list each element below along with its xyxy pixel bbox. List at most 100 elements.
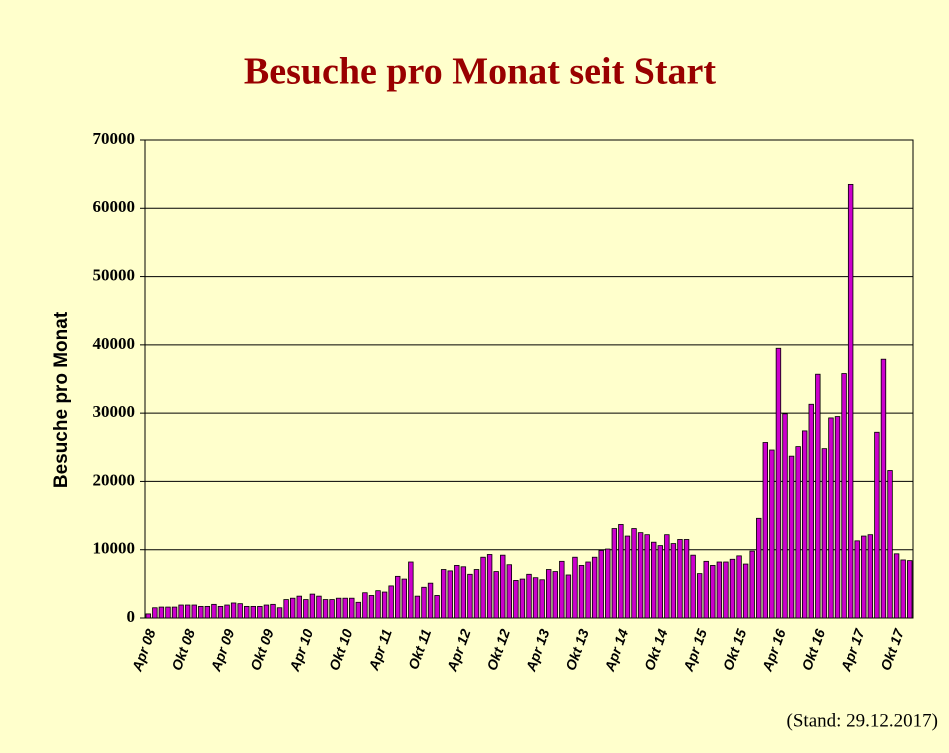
bar bbox=[861, 535, 867, 619]
bar bbox=[237, 603, 243, 619]
bar bbox=[335, 597, 342, 619]
y-tick-label: 0 bbox=[127, 607, 136, 626]
bar bbox=[368, 595, 375, 619]
bar bbox=[559, 560, 565, 619]
bar bbox=[165, 606, 171, 619]
bar bbox=[729, 558, 736, 619]
bar bbox=[152, 607, 158, 619]
bar bbox=[545, 569, 552, 619]
bar bbox=[421, 586, 427, 619]
bar bbox=[513, 580, 519, 619]
y-tick-label: 60000 bbox=[93, 197, 136, 216]
bar bbox=[775, 347, 782, 619]
bar bbox=[375, 590, 381, 619]
bar bbox=[874, 431, 880, 619]
bar bbox=[230, 602, 237, 619]
bar bbox=[821, 448, 828, 619]
bar bbox=[493, 571, 499, 619]
bar bbox=[408, 561, 414, 619]
bar bbox=[683, 539, 690, 619]
bar bbox=[526, 573, 532, 619]
bar bbox=[893, 553, 900, 619]
bar bbox=[539, 579, 545, 619]
bar bbox=[742, 563, 749, 619]
bar bbox=[637, 532, 644, 619]
bar bbox=[657, 545, 663, 619]
bar bbox=[224, 604, 230, 619]
bar bbox=[388, 585, 394, 619]
bar bbox=[756, 517, 762, 619]
bar bbox=[880, 358, 887, 619]
bar bbox=[611, 528, 618, 619]
bar bbox=[480, 556, 486, 619]
bar bbox=[618, 524, 624, 619]
bar bbox=[270, 603, 276, 619]
bar bbox=[276, 607, 283, 619]
bar bbox=[847, 183, 854, 619]
bar bbox=[532, 577, 539, 619]
bar bbox=[644, 534, 650, 619]
bar bbox=[184, 604, 191, 619]
bar bbox=[854, 540, 860, 619]
bar bbox=[664, 534, 670, 619]
bar bbox=[329, 599, 335, 619]
bar bbox=[788, 455, 795, 619]
bar bbox=[355, 601, 362, 619]
bar bbox=[815, 373, 821, 619]
bar bbox=[414, 595, 421, 619]
bar bbox=[191, 604, 197, 619]
bar bbox=[907, 560, 913, 619]
bar bbox=[605, 548, 611, 619]
bar bbox=[316, 595, 322, 619]
bar bbox=[381, 591, 388, 619]
bar bbox=[250, 605, 257, 619]
bar bbox=[670, 543, 677, 619]
bar bbox=[434, 595, 440, 619]
bar bbox=[506, 564, 513, 619]
footnote: (Stand: 29.12.2017) bbox=[787, 710, 938, 731]
bar bbox=[677, 539, 683, 619]
bar bbox=[591, 556, 598, 619]
chart-title: Besuche pro Monat seit Start bbox=[244, 51, 716, 93]
bar bbox=[900, 559, 906, 619]
bar bbox=[283, 599, 289, 619]
bar bbox=[211, 603, 217, 619]
bar bbox=[244, 605, 250, 619]
y-tick-label: 70000 bbox=[93, 129, 136, 148]
y-tick-label: 20000 bbox=[93, 470, 136, 489]
bar bbox=[486, 554, 493, 619]
bar bbox=[401, 578, 407, 619]
bar bbox=[296, 595, 302, 619]
bar bbox=[598, 549, 604, 619]
bar bbox=[808, 403, 814, 619]
bar bbox=[887, 470, 893, 619]
bar bbox=[447, 570, 453, 619]
bar bbox=[395, 575, 401, 619]
bar bbox=[309, 593, 316, 619]
bar bbox=[723, 561, 729, 619]
bar bbox=[624, 535, 631, 619]
bar bbox=[460, 566, 467, 619]
bar bbox=[631, 528, 637, 619]
bar bbox=[178, 604, 184, 619]
bar bbox=[552, 571, 558, 619]
bar bbox=[217, 605, 224, 619]
bar bbox=[427, 582, 434, 619]
bar bbox=[736, 555, 742, 619]
bar bbox=[769, 449, 775, 619]
bar bbox=[801, 430, 808, 619]
bar bbox=[585, 561, 591, 619]
bar bbox=[703, 560, 709, 619]
bar bbox=[145, 613, 151, 619]
bar bbox=[572, 556, 578, 619]
bar bbox=[828, 417, 834, 619]
bar bbox=[342, 597, 348, 619]
y-tick-label: 30000 bbox=[93, 402, 136, 421]
bar bbox=[289, 597, 296, 619]
bar bbox=[257, 605, 263, 619]
bar bbox=[519, 578, 526, 619]
bar bbox=[171, 606, 178, 619]
bar bbox=[467, 573, 473, 619]
bar bbox=[198, 605, 204, 619]
